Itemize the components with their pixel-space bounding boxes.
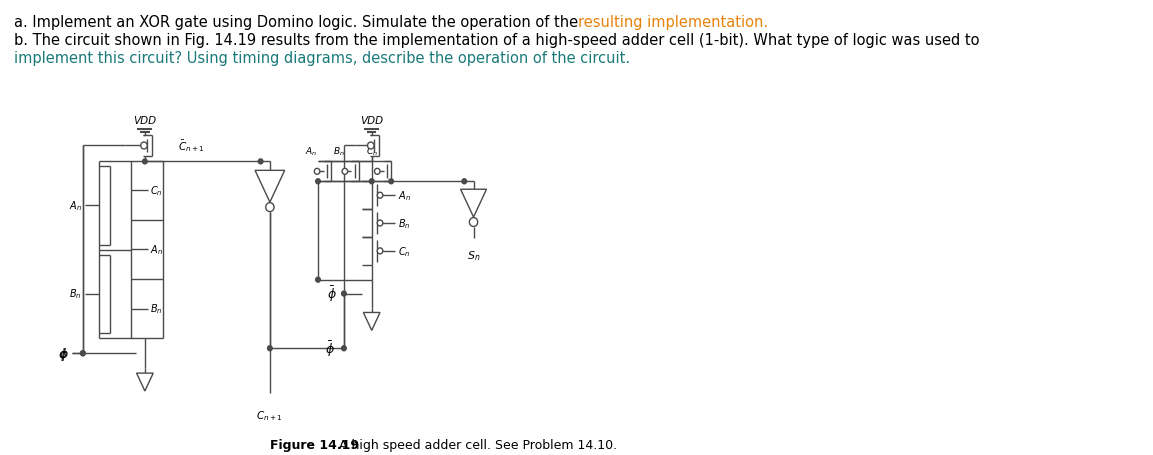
Polygon shape: [255, 171, 285, 203]
Circle shape: [368, 143, 374, 150]
Circle shape: [377, 248, 383, 254]
Text: Figure 14.19: Figure 14.19: [270, 438, 359, 451]
Circle shape: [265, 203, 274, 212]
Text: $C_n$: $C_n$: [150, 184, 163, 197]
Text: $A_n$: $A_n$: [150, 243, 163, 256]
Text: $\phi$: $\phi$: [58, 345, 68, 362]
Text: $A_n$: $A_n$: [306, 146, 318, 158]
Circle shape: [143, 160, 148, 165]
Text: a. Implement an XOR gate using Domino logic. Simulate the operation of the: a. Implement an XOR gate using Domino lo…: [14, 15, 583, 30]
Circle shape: [315, 169, 319, 175]
Text: $S_n$: $S_n$: [467, 249, 481, 263]
Text: $\phi$: $\phi$: [59, 345, 69, 362]
Text: VDD: VDD: [134, 116, 157, 125]
Circle shape: [389, 179, 393, 184]
Circle shape: [469, 218, 477, 227]
Text: implement this circuit? Using timing diagrams, describe the operation of the cir: implement this circuit? Using timing dia…: [14, 51, 631, 66]
Text: $B_n$: $B_n$: [333, 146, 345, 158]
Circle shape: [375, 169, 380, 175]
Text: $\bar{C}_{n+1}$: $\bar{C}_{n+1}$: [178, 138, 204, 154]
Circle shape: [316, 278, 321, 283]
Text: A high speed adder cell. See Problem 14.10.: A high speed adder cell. See Problem 14.…: [327, 438, 617, 451]
Text: $B_n$: $B_n$: [69, 287, 82, 301]
Text: VDD: VDD: [360, 116, 383, 125]
Text: $B_n$: $B_n$: [150, 302, 163, 316]
Text: $B_n$: $B_n$: [398, 217, 410, 230]
Polygon shape: [363, 313, 380, 331]
Text: $\bar{\phi}$: $\bar{\phi}$: [325, 339, 334, 358]
Text: b. The circuit shown in Fig. 14.19 results from the implementation of a high-spe: b. The circuit shown in Fig. 14.19 resul…: [14, 33, 980, 48]
Text: $A_n$: $A_n$: [69, 199, 82, 212]
Polygon shape: [460, 190, 487, 217]
Circle shape: [377, 221, 383, 227]
Circle shape: [258, 160, 263, 165]
Circle shape: [267, 346, 272, 351]
Text: resulting implementation.: resulting implementation.: [578, 15, 768, 30]
Text: $\bar{\phi}$: $\bar{\phi}$: [326, 284, 337, 303]
Circle shape: [81, 351, 85, 356]
Circle shape: [81, 351, 85, 356]
Circle shape: [369, 179, 374, 184]
Text: $C_n$: $C_n$: [398, 244, 410, 258]
Circle shape: [341, 346, 346, 351]
Polygon shape: [136, 373, 153, 391]
Text: $A_n$: $A_n$: [398, 189, 410, 202]
Circle shape: [316, 179, 321, 184]
Circle shape: [462, 179, 467, 184]
Text: $C_{n+1}$: $C_{n+1}$: [256, 408, 284, 422]
Circle shape: [341, 292, 346, 296]
Circle shape: [342, 169, 348, 175]
Circle shape: [377, 193, 383, 199]
Text: $C_n$: $C_n$: [366, 146, 378, 158]
Circle shape: [141, 143, 148, 150]
